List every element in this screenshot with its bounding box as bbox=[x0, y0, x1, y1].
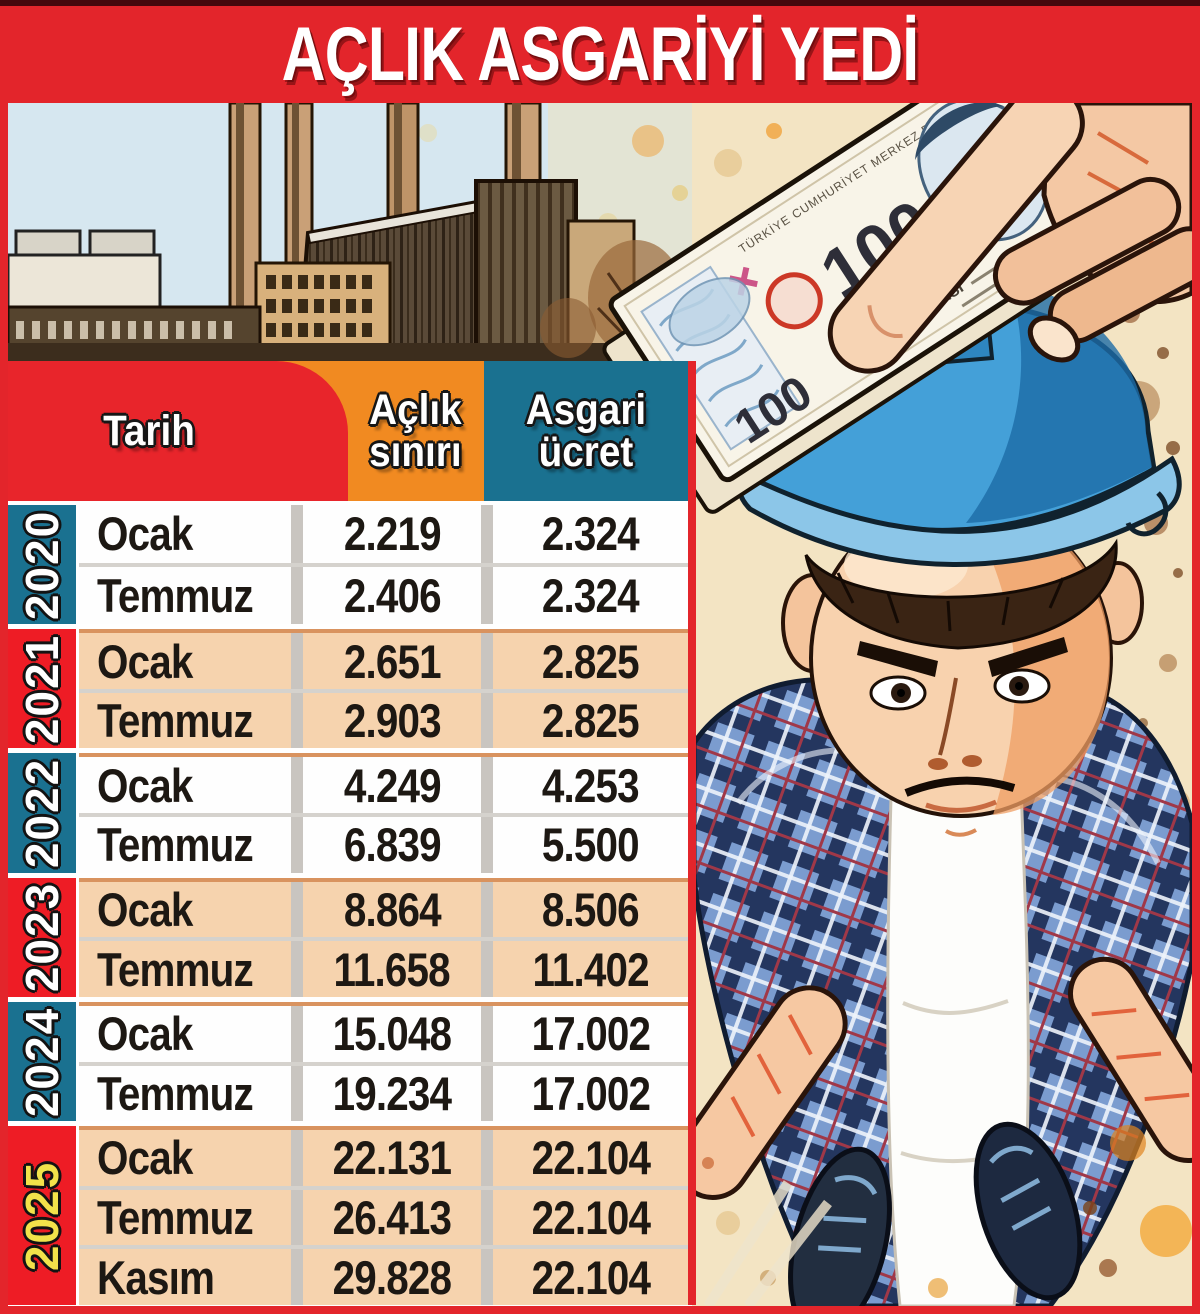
date-header-label: Tarih bbox=[103, 406, 195, 455]
wage-cell: 2.825 bbox=[493, 633, 688, 689]
table-row: Ocak 22.131 22.104 bbox=[79, 1130, 688, 1186]
wage-cell: 17.002 bbox=[493, 1005, 688, 1062]
hunger-cell: 2.406 bbox=[303, 566, 481, 625]
year-section-2022: 2022 Ocak 4.249 4.253 Temmuz 6.839 5.500 bbox=[8, 753, 688, 873]
month-cell: Temmuz bbox=[79, 817, 291, 873]
table-body: 2020 Ocak 2.219 2.324 Temmuz 2.406 2.324 bbox=[8, 501, 688, 1306]
header-date-column: Tarih bbox=[8, 361, 348, 501]
hunger-cell: 29.828 bbox=[303, 1249, 481, 1305]
table-row: Temmuz 2.903 2.825 bbox=[79, 692, 688, 749]
header-wage-column: Asgari ücret bbox=[484, 361, 688, 501]
month-cell: Temmuz bbox=[79, 941, 291, 997]
year-label-2020: 2020 bbox=[8, 505, 79, 625]
wage-header-line2: ücret bbox=[538, 428, 634, 476]
hunger-cell: 2.903 bbox=[303, 692, 481, 749]
hunger-cell: 6.839 bbox=[303, 817, 481, 873]
table-row: Temmuz 19.234 17.002 bbox=[79, 1065, 688, 1122]
month-cell: Kasım bbox=[79, 1249, 291, 1305]
month-cell: Ocak bbox=[79, 1005, 291, 1062]
table-row: Temmuz 11.658 11.402 bbox=[79, 941, 688, 997]
hair bbox=[804, 538, 1118, 650]
month-cell: Ocak bbox=[79, 881, 291, 938]
wage-cell: 4.253 bbox=[493, 757, 688, 814]
page-title: AÇLIK ASGARİYİ YEDİ bbox=[281, 12, 920, 97]
table-header: Açlık sınırı Asgari ücret Tarih bbox=[8, 361, 688, 501]
wage-cell: 22.104 bbox=[493, 1130, 688, 1186]
title-bar: AÇLIK ASGARİYİ YEDİ bbox=[8, 6, 1192, 103]
factory-base bbox=[8, 343, 696, 361]
fingernail bbox=[1027, 315, 1081, 363]
year-section-2020: 2020 Ocak 2.219 2.324 Temmuz 2.406 2.324 bbox=[8, 505, 688, 625]
factory-left-building bbox=[8, 229, 262, 363]
month-cell: Ocak bbox=[79, 505, 291, 563]
table-row: Temmuz 26.413 22.104 bbox=[79, 1189, 688, 1246]
frown-mouth bbox=[904, 776, 1016, 797]
month-cell: Ocak bbox=[79, 1130, 291, 1186]
table-row: Ocak 2.219 2.324 bbox=[79, 505, 688, 563]
hunger-cell: 8.864 bbox=[303, 881, 481, 938]
wage-header-line1: Asgari bbox=[525, 385, 647, 434]
wage-cell: 22.104 bbox=[493, 1249, 688, 1305]
year-label-2021: 2021 bbox=[8, 629, 79, 749]
hunger-header-line2: sınırı bbox=[368, 428, 462, 476]
table-row: Ocak 15.048 17.002 bbox=[79, 1005, 688, 1062]
month-cell: Temmuz bbox=[79, 692, 291, 749]
wage-cell: 17.002 bbox=[493, 1065, 688, 1122]
month-cell: Ocak bbox=[79, 633, 291, 689]
eyes bbox=[869, 668, 1051, 711]
month-cell: Temmuz bbox=[79, 566, 291, 625]
content-area: 50 TÜRKİYE CUMHURİYET MERKEZ BANKASI 100… bbox=[8, 103, 1192, 1306]
wage-cell: 8.506 bbox=[493, 881, 688, 938]
year-label-2025: 2025 bbox=[8, 1126, 79, 1306]
hunger-cell: 19.234 bbox=[303, 1065, 481, 1122]
top-border-strip bbox=[0, 0, 1200, 6]
table-row: Temmuz 2.406 2.324 bbox=[79, 566, 688, 625]
forearms bbox=[674, 956, 1192, 1200]
wage-cell: 2.324 bbox=[493, 505, 688, 563]
year-section-2024: 2024 Ocak 15.048 17.002 Temmuz 19.234 17… bbox=[8, 1001, 688, 1122]
table-row: Ocak 2.651 2.825 bbox=[79, 633, 688, 689]
hunger-cell: 4.249 bbox=[303, 757, 481, 814]
nose bbox=[938, 677, 958, 756]
hunger-cell: 15.048 bbox=[303, 1005, 481, 1062]
year-section-2025: 2025 Ocak 22.131 22.104 Temmuz 26.413 22… bbox=[8, 1126, 688, 1306]
year-section-2021: 2021 Ocak 2.651 2.825 Temmuz 2.903 2.825 bbox=[8, 629, 688, 749]
table-row: Ocak 8.864 8.506 bbox=[79, 881, 688, 938]
hunger-header-line1: Açlık bbox=[368, 385, 462, 434]
month-cell: Ocak bbox=[79, 757, 291, 814]
wage-table: Açlık sınırı Asgari ücret Tarih 2020 bbox=[8, 361, 696, 1306]
index-finger bbox=[827, 103, 1085, 374]
wage-cell: 22.104 bbox=[493, 1189, 688, 1246]
month-cell: Temmuz bbox=[79, 1189, 291, 1246]
table-row: Kasım 29.828 22.104 bbox=[79, 1249, 688, 1305]
wage-cell: 2.324 bbox=[493, 566, 688, 625]
year-label-2022: 2022 bbox=[8, 753, 79, 873]
wage-cell: 11.402 bbox=[493, 941, 688, 997]
wage-cell: 2.825 bbox=[493, 692, 688, 749]
hunger-cell: 22.131 bbox=[303, 1130, 481, 1186]
hunger-cell: 2.651 bbox=[303, 633, 481, 689]
hunger-cell: 2.219 bbox=[303, 505, 481, 563]
table-row: Temmuz 6.839 5.500 bbox=[79, 817, 688, 873]
year-label-2023: 2023 bbox=[8, 877, 79, 997]
banknote-red-seal bbox=[765, 272, 823, 330]
wage-cell: 5.500 bbox=[493, 817, 688, 873]
month-cell: Temmuz bbox=[79, 1065, 291, 1122]
year-section-2023: 2023 Ocak 8.864 8.506 Temmuz 11.658 11.4… bbox=[8, 877, 688, 997]
hunger-cell: 26.413 bbox=[303, 1189, 481, 1246]
hunger-cell: 11.658 bbox=[303, 941, 481, 997]
shoes bbox=[788, 1121, 1083, 1306]
table-row: Ocak 4.249 4.253 bbox=[79, 757, 688, 814]
hand bbox=[827, 103, 1192, 374]
right-brow bbox=[988, 637, 1068, 677]
year-label-2024: 2024 bbox=[8, 1001, 79, 1122]
worker-face bbox=[781, 498, 1144, 837]
left-brow bbox=[857, 641, 938, 677]
ground-splatter bbox=[702, 1125, 1192, 1306]
